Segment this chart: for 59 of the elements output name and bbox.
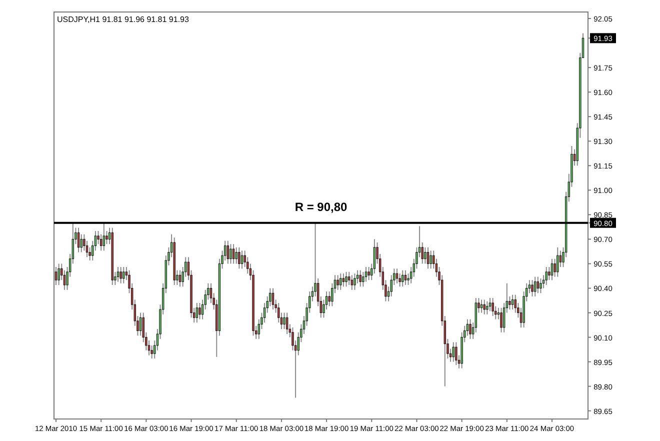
candlestick [488, 298, 492, 312]
candlestick [364, 266, 368, 282]
chart-title: USDJPY,H1 91.81 91.96 91.81 91.93 [57, 15, 190, 24]
candlestick [283, 312, 286, 330]
candlestick [102, 222, 106, 252]
candlestick [396, 268, 398, 284]
candlestick [362, 271, 364, 288]
candlestick [483, 299, 486, 315]
candlestick [272, 288, 274, 310]
candlestick [235, 246, 238, 264]
candlestick [336, 274, 339, 290]
candlestick [116, 266, 120, 282]
candlestick [238, 246, 240, 270]
candlestick [230, 244, 232, 264]
candlestick [240, 250, 244, 270]
candlestick [548, 266, 550, 281]
candlestick [198, 302, 201, 320]
candlestick [511, 294, 514, 310]
candlestick [536, 276, 540, 294]
candlestick [77, 227, 80, 253]
candlestick [534, 276, 536, 297]
candlestick [286, 312, 288, 335]
candlestick [404, 270, 407, 286]
candlestick [430, 250, 432, 270]
candlestick [426, 246, 430, 270]
candlestick [139, 312, 142, 336]
candlestick [368, 266, 370, 281]
candlestick [455, 342, 458, 366]
candlestick [354, 273, 356, 290]
candlestick [150, 344, 153, 360]
candlestick [424, 246, 426, 264]
candlestick [556, 246, 559, 278]
candlestick [550, 258, 554, 281]
candlestick [120, 266, 122, 284]
candlestick [540, 278, 542, 294]
candlestick [545, 266, 548, 286]
candlestick [80, 234, 82, 253]
candlestick [345, 271, 348, 288]
candlestick [226, 240, 230, 264]
candlestick [469, 318, 472, 340]
candlestick [122, 266, 125, 284]
candlestick [58, 263, 60, 286]
candlestick [531, 280, 534, 297]
candlestick [178, 270, 182, 288]
candlestick [359, 270, 362, 288]
candlestick [500, 307, 502, 333]
candlestick [350, 274, 354, 290]
candlestick [452, 342, 454, 362]
candlestick [54, 266, 58, 286]
candlestick [196, 302, 198, 324]
candlestick [514, 294, 516, 314]
ref-line-label: R = 90,80 [294, 200, 348, 214]
candlestick [340, 273, 342, 290]
candlestick [486, 300, 488, 315]
candlestick [100, 234, 102, 252]
candlestick [492, 298, 494, 317]
candlestick [232, 244, 235, 264]
candlestick [402, 270, 404, 288]
candlestick [342, 273, 345, 288]
